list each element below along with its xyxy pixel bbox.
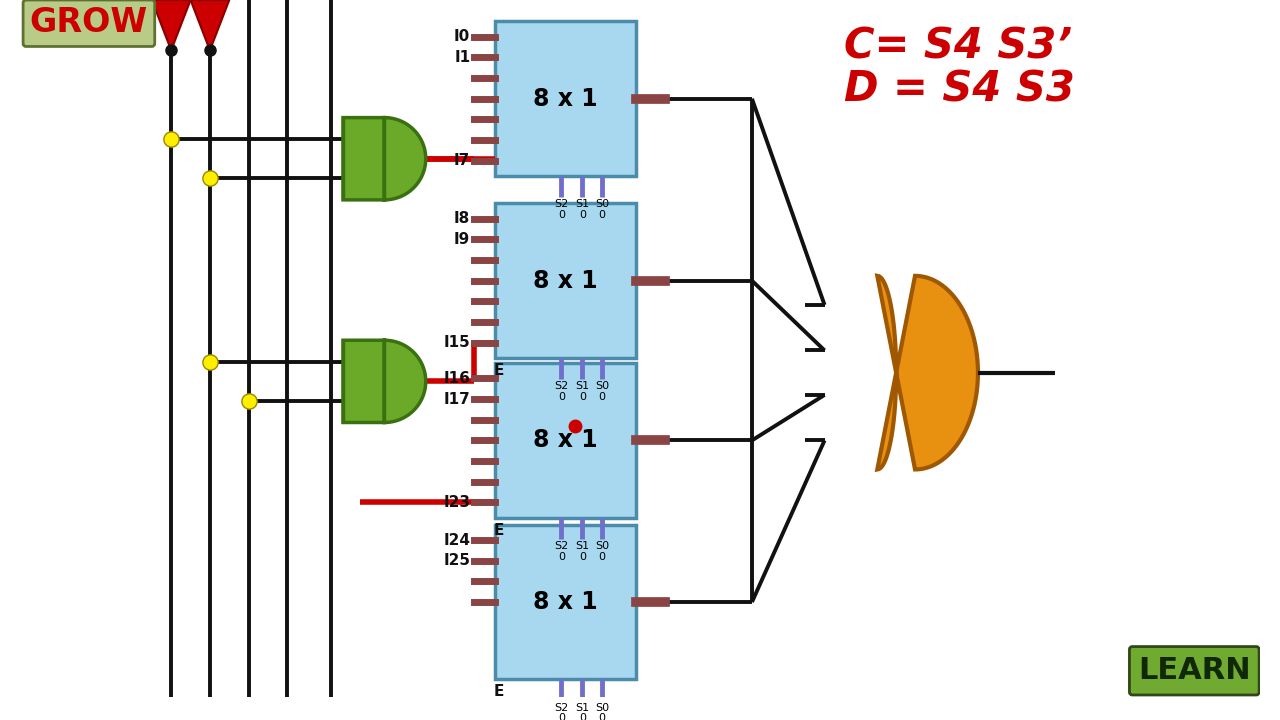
Text: S0: S0 — [595, 382, 609, 392]
Text: S2: S2 — [554, 541, 568, 551]
Text: 0: 0 — [579, 210, 586, 220]
Text: I16: I16 — [443, 371, 470, 386]
Bar — [495, 203, 636, 358]
Text: 0: 0 — [579, 552, 586, 562]
Text: E: E — [494, 363, 504, 378]
Text: 0: 0 — [599, 210, 605, 220]
Text: I17: I17 — [444, 392, 470, 407]
Polygon shape — [191, 0, 229, 50]
Text: C= S4 S3’: C= S4 S3’ — [844, 25, 1073, 68]
Text: 0: 0 — [599, 552, 605, 562]
FancyBboxPatch shape — [1129, 647, 1260, 695]
Bar — [495, 525, 636, 680]
Text: S2: S2 — [554, 199, 568, 210]
Text: S0: S0 — [595, 703, 609, 713]
Polygon shape — [152, 0, 191, 50]
Text: S1: S1 — [576, 541, 590, 551]
Text: I23: I23 — [443, 495, 470, 510]
Text: 8 x 1: 8 x 1 — [534, 590, 598, 614]
Text: S2: S2 — [554, 382, 568, 392]
Text: S2: S2 — [554, 703, 568, 713]
Text: I1: I1 — [454, 50, 470, 65]
Text: 0: 0 — [558, 392, 564, 402]
Text: 0: 0 — [558, 714, 564, 720]
Text: 8 x 1: 8 x 1 — [534, 428, 598, 452]
Text: S0: S0 — [595, 541, 609, 551]
Polygon shape — [343, 341, 426, 423]
Text: I25: I25 — [443, 553, 470, 568]
Text: I24: I24 — [443, 533, 470, 548]
Text: 0: 0 — [579, 714, 586, 720]
Text: E: E — [494, 523, 504, 538]
Text: I7: I7 — [454, 153, 470, 168]
Polygon shape — [343, 117, 426, 200]
Bar — [495, 22, 636, 176]
Text: 0: 0 — [579, 392, 586, 402]
Text: I9: I9 — [454, 232, 470, 247]
Text: LEARN: LEARN — [1138, 656, 1251, 685]
Text: S0: S0 — [595, 199, 609, 210]
FancyBboxPatch shape — [23, 0, 155, 47]
Bar — [495, 363, 636, 518]
Text: E: E — [494, 684, 504, 699]
Text: S1: S1 — [576, 703, 590, 713]
Text: S1: S1 — [576, 199, 590, 210]
Text: 8 x 1: 8 x 1 — [534, 86, 598, 111]
Text: I8: I8 — [454, 211, 470, 226]
Text: 0: 0 — [558, 552, 564, 562]
Text: 8 x 1: 8 x 1 — [534, 269, 598, 293]
Polygon shape — [877, 276, 978, 469]
Text: I15: I15 — [444, 335, 470, 350]
Text: I0: I0 — [454, 30, 470, 45]
Text: GROW: GROW — [29, 6, 148, 39]
Text: 0: 0 — [558, 210, 564, 220]
Text: D = S4 S3: D = S4 S3 — [844, 68, 1075, 110]
Text: 0: 0 — [599, 714, 605, 720]
Text: 0: 0 — [599, 392, 605, 402]
Text: S1: S1 — [576, 382, 590, 392]
